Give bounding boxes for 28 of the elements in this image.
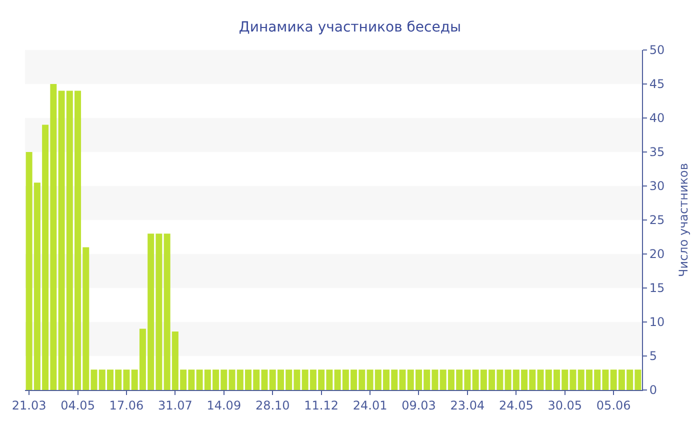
- y-tick-label: 20: [649, 247, 665, 262]
- x-tick-label: 30.05: [548, 398, 582, 412]
- y-tick-label: 40: [649, 111, 665, 126]
- x-tick-label: 05.06: [596, 398, 631, 412]
- x-tick-label: 31.07: [158, 398, 192, 412]
- x-tick-label: 09.03: [402, 398, 436, 412]
- y-tick-label: 25: [649, 213, 665, 228]
- y-axis-title: Число участников: [676, 163, 691, 277]
- bar: [570, 370, 576, 390]
- y-tick-label: 35: [649, 145, 665, 160]
- x-tick-label: 24.01: [352, 398, 388, 412]
- x-tick-label: 28.10: [255, 398, 290, 412]
- x-tick-label: 23.04: [450, 398, 485, 412]
- x-tick-label: 21.03: [12, 398, 46, 412]
- y-tick-label: 0: [649, 383, 658, 398]
- y-tick-label: 45: [649, 77, 665, 92]
- x-tick-label: 11.12: [304, 398, 338, 412]
- x-tick-label: 04.05: [60, 398, 95, 412]
- y-tick-label: 30: [649, 179, 665, 194]
- y-tick-label: 50: [649, 43, 665, 58]
- chart-title: Динамика участников беседы: [238, 19, 462, 36]
- bar: [261, 370, 268, 390]
- x-tick-label: 24.05: [498, 398, 534, 412]
- y-tick-label: 5: [649, 349, 658, 364]
- x-tick-label: 14.09: [206, 398, 242, 412]
- x-tick-label: 17.06: [109, 398, 144, 412]
- y-tick-label: 10: [649, 315, 665, 330]
- y-tick-label: 15: [649, 281, 665, 296]
